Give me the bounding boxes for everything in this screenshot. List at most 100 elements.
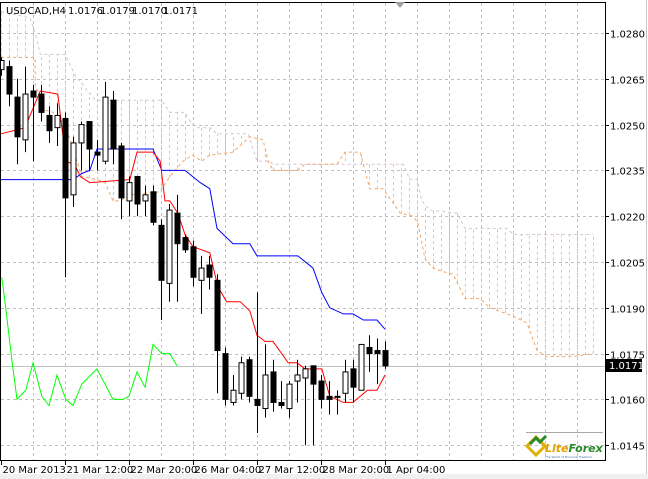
candle-body-bullish (142, 194, 149, 202)
candle-body-bearish (206, 264, 213, 278)
price-axis: 1.0280 1.0265 1.0250 1.0235 1.0220 1.0205 1.01… (605, 30, 645, 453)
candle (262, 344, 269, 418)
candle-body-bullish (302, 368, 309, 379)
candle (94, 139, 101, 171)
senkou-span-a-line (1, 56, 594, 358)
logo-text: LiteForex (545, 442, 604, 455)
time-tick-label: 27 Mar 12:00 (259, 465, 326, 476)
status-strip (0, 474, 648, 479)
candle-body-bullish (358, 343, 365, 391)
candle-body-bullish (238, 362, 245, 394)
candle-body-bearish (382, 350, 389, 367)
candle (286, 381, 293, 418)
candle (190, 240, 197, 287)
kijun-sen-line (1, 148, 386, 330)
ohlc-low: 1.0170 (132, 6, 167, 17)
candle (70, 136, 77, 208)
candle (134, 176, 141, 217)
candle (166, 203, 173, 302)
candle (254, 292, 261, 433)
candle-body-bearish (134, 176, 141, 205)
candle-body-bullish (294, 374, 301, 382)
current-price-label-box (606, 359, 642, 372)
price-tick-label: 1.0265 (610, 76, 645, 87)
candle-body-bullish (230, 389, 237, 403)
candle-body-bearish (118, 145, 125, 199)
candle (78, 121, 85, 171)
time-tick-label: 28 Mar 20:00 (323, 465, 390, 476)
candle (278, 381, 285, 409)
candle-body-bearish (278, 401, 285, 407)
candle-body-bearish (6, 66, 13, 95)
candle (38, 84, 45, 122)
candle-body-bearish (214, 279, 221, 352)
price-tick-label: 1.0220 (610, 213, 645, 224)
candle-body-bearish (14, 96, 21, 138)
candle-body-bearish (62, 117, 69, 199)
candle (102, 81, 109, 165)
candle (118, 142, 125, 220)
candle (214, 274, 221, 394)
time-tick-label: 1 Apr 04:00 (387, 465, 446, 476)
candle (198, 255, 205, 314)
ohlc-open: 1.0176 (68, 6, 103, 17)
candle-body-bearish (246, 359, 253, 397)
candle-body-bullish (78, 124, 85, 144)
candle-body-bullish (342, 371, 349, 394)
time-tick-label: 20 Mar 2013 (3, 465, 66, 476)
candle-body-bullish (54, 114, 61, 129)
candle (342, 359, 349, 403)
chart-shift-marker-icon[interactable] (395, 2, 405, 8)
candle (142, 185, 149, 217)
candle (158, 219, 165, 321)
candle-body-bearish (254, 398, 261, 407)
candle-body-bullish (0, 59, 5, 71)
candle-body-bearish (270, 371, 277, 403)
candle (6, 60, 13, 107)
price-tick-label: 1.0145 (610, 442, 645, 453)
candle-body-bearish (158, 224, 165, 281)
price-tick-label: 1.0175 (610, 351, 645, 362)
chikou-span-line (1, 277, 178, 407)
senkou-span-b-line (0, 11, 593, 235)
candle (86, 121, 93, 171)
candle (246, 356, 253, 403)
candle (374, 338, 381, 385)
candle-body-bullish (166, 209, 173, 284)
candle (30, 84, 37, 162)
candle-body-bullish (262, 374, 269, 410)
candle (110, 91, 117, 165)
liteforex-logo: LiteForex The World of Financial Freedom (524, 432, 604, 459)
candle-body-bullish (102, 96, 109, 162)
candle (62, 112, 69, 278)
candle-body-bearish (374, 350, 381, 355)
candle-body-bullish (286, 383, 293, 410)
logo-tagline: The World of Financial Freedom (544, 455, 592, 459)
candle (14, 78, 21, 165)
candle (326, 381, 333, 415)
candle-body-bearish (222, 353, 229, 400)
candle-body-bearish (174, 212, 181, 245)
candle (174, 194, 181, 302)
candle (222, 347, 229, 406)
time-tick-label: 22 Mar 20:00 (131, 465, 198, 476)
candle (230, 374, 237, 406)
candle-body-bearish (30, 90, 37, 98)
candle (46, 106, 53, 143)
ohlc-close: 1.0171 (163, 6, 198, 17)
candle (310, 365, 317, 446)
candles (0, 57, 389, 446)
price-tick-label: 1.0190 (610, 305, 645, 316)
candle (334, 390, 341, 415)
logo-arrow-icon (528, 434, 548, 446)
candle (22, 66, 29, 153)
candle-body-bearish (94, 151, 101, 156)
candle (382, 341, 389, 369)
candle-body-bearish (46, 114, 53, 132)
candle (366, 335, 373, 372)
candle-body-bearish (366, 346, 373, 355)
candle-body-bearish (110, 99, 117, 150)
candle-body-bearish (190, 246, 197, 278)
